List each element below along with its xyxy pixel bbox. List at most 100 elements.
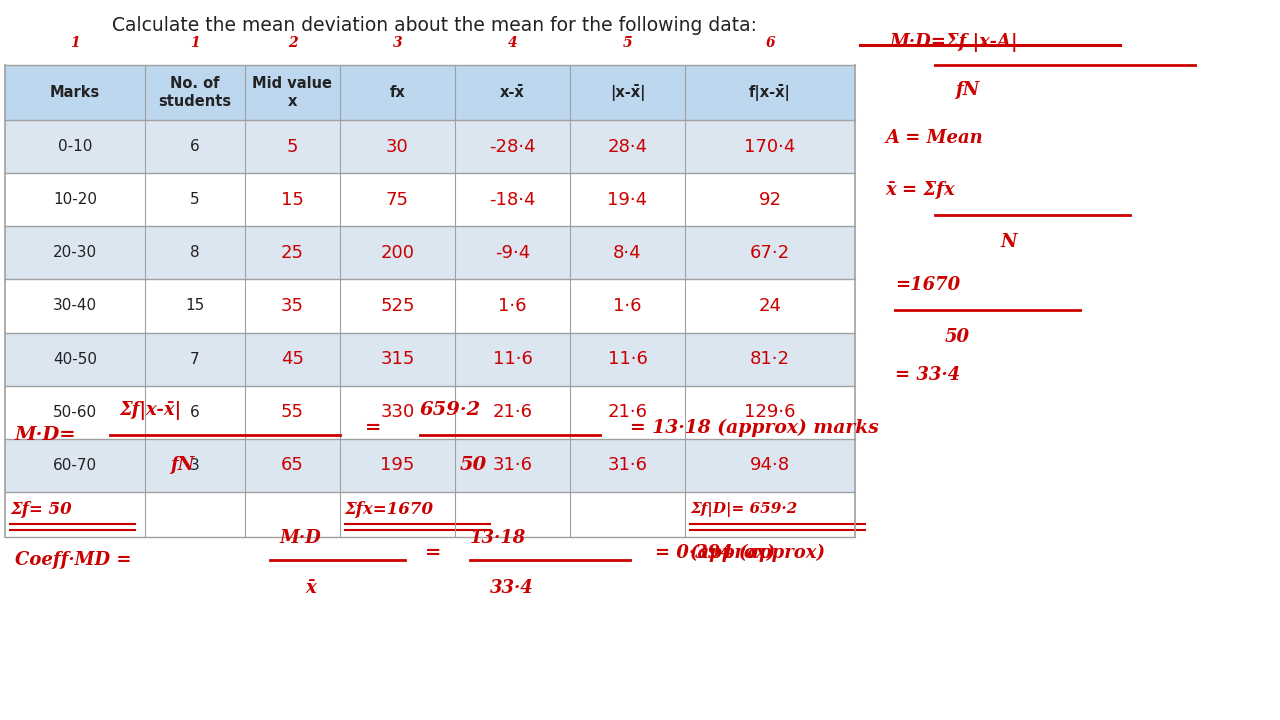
Text: Mid value
x: Mid value x xyxy=(252,76,333,109)
FancyBboxPatch shape xyxy=(685,438,855,492)
FancyBboxPatch shape xyxy=(340,120,454,173)
Text: A = Mean: A = Mean xyxy=(884,129,983,147)
Text: 129·6: 129·6 xyxy=(744,403,796,421)
FancyBboxPatch shape xyxy=(570,279,685,333)
FancyBboxPatch shape xyxy=(685,65,855,120)
FancyBboxPatch shape xyxy=(5,279,145,333)
Text: 15: 15 xyxy=(186,298,205,313)
FancyBboxPatch shape xyxy=(454,173,570,226)
Text: =1670: =1670 xyxy=(895,276,960,294)
FancyBboxPatch shape xyxy=(340,173,454,226)
Text: 3: 3 xyxy=(191,458,200,473)
FancyBboxPatch shape xyxy=(685,492,855,537)
FancyBboxPatch shape xyxy=(145,120,244,173)
Text: 200: 200 xyxy=(380,244,415,262)
Text: 2: 2 xyxy=(288,36,297,50)
Text: 92: 92 xyxy=(759,191,782,209)
Text: 65: 65 xyxy=(282,456,303,474)
FancyBboxPatch shape xyxy=(685,173,855,226)
Text: 15: 15 xyxy=(282,191,303,209)
Text: 4: 4 xyxy=(508,36,517,50)
Text: |x-x̄|: |x-x̄| xyxy=(609,84,645,101)
Text: 6: 6 xyxy=(765,36,774,50)
FancyBboxPatch shape xyxy=(244,279,340,333)
FancyBboxPatch shape xyxy=(5,120,145,173)
Text: -18·4: -18·4 xyxy=(489,191,536,209)
FancyBboxPatch shape xyxy=(685,226,855,279)
Text: 81·2: 81·2 xyxy=(750,350,790,368)
Text: 5: 5 xyxy=(622,36,632,50)
FancyBboxPatch shape xyxy=(340,438,454,492)
FancyBboxPatch shape xyxy=(244,492,340,537)
FancyBboxPatch shape xyxy=(454,226,570,279)
FancyBboxPatch shape xyxy=(570,438,685,492)
FancyBboxPatch shape xyxy=(340,279,454,333)
FancyBboxPatch shape xyxy=(340,492,454,537)
FancyBboxPatch shape xyxy=(5,492,145,537)
Text: 30: 30 xyxy=(387,138,408,156)
FancyBboxPatch shape xyxy=(5,333,145,386)
FancyBboxPatch shape xyxy=(244,173,340,226)
Text: 8·4: 8·4 xyxy=(613,244,641,262)
FancyBboxPatch shape xyxy=(570,386,685,438)
Text: 31·6: 31·6 xyxy=(493,456,532,474)
Text: Σf= 50: Σf= 50 xyxy=(10,501,72,518)
Text: 8: 8 xyxy=(191,246,200,261)
FancyBboxPatch shape xyxy=(454,120,570,173)
Text: 94·8: 94·8 xyxy=(750,456,790,474)
Text: f|x-x̄|: f|x-x̄| xyxy=(749,84,791,101)
Text: fN: fN xyxy=(170,456,195,474)
Text: 1·6: 1·6 xyxy=(613,297,641,315)
Text: 50: 50 xyxy=(460,456,488,474)
Text: 6: 6 xyxy=(191,139,200,154)
Text: 33·4: 33·4 xyxy=(490,579,534,597)
Text: = 0·394 (approx): = 0·394 (approx) xyxy=(655,544,826,562)
FancyBboxPatch shape xyxy=(570,120,685,173)
Text: 1·6: 1·6 xyxy=(498,297,527,315)
Text: 67·2: 67·2 xyxy=(750,244,790,262)
FancyBboxPatch shape xyxy=(244,333,340,386)
Text: 30-40: 30-40 xyxy=(52,298,97,313)
FancyBboxPatch shape xyxy=(5,438,145,492)
FancyBboxPatch shape xyxy=(454,492,570,537)
Text: 195: 195 xyxy=(380,456,415,474)
FancyBboxPatch shape xyxy=(454,386,570,438)
Text: fN: fN xyxy=(955,81,979,99)
Text: 6: 6 xyxy=(191,405,200,420)
Text: = 13·18 (approx) marks: = 13·18 (approx) marks xyxy=(630,419,879,437)
FancyBboxPatch shape xyxy=(244,226,340,279)
Text: 25: 25 xyxy=(282,244,305,262)
Text: 5: 5 xyxy=(287,138,298,156)
Text: N: N xyxy=(1000,233,1016,251)
FancyBboxPatch shape xyxy=(145,279,244,333)
Text: -9·4: -9·4 xyxy=(495,244,530,262)
FancyBboxPatch shape xyxy=(685,120,855,173)
Text: 330: 330 xyxy=(380,403,415,421)
FancyBboxPatch shape xyxy=(685,279,855,333)
FancyBboxPatch shape xyxy=(570,333,685,386)
Text: 11·6: 11·6 xyxy=(608,350,648,368)
FancyBboxPatch shape xyxy=(340,226,454,279)
Text: 1: 1 xyxy=(70,36,79,50)
Text: -28·4: -28·4 xyxy=(489,138,536,156)
Text: No. of
students: No. of students xyxy=(159,76,232,109)
FancyBboxPatch shape xyxy=(685,386,855,438)
FancyBboxPatch shape xyxy=(570,173,685,226)
Text: 170·4: 170·4 xyxy=(744,138,796,156)
FancyBboxPatch shape xyxy=(5,386,145,438)
Text: Σf|x-x̄|: Σf|x-x̄| xyxy=(120,400,182,420)
Text: 55: 55 xyxy=(282,403,305,421)
Text: x̄: x̄ xyxy=(305,579,316,597)
Text: Σf|D|= 659·2: Σf|D|= 659·2 xyxy=(690,502,797,517)
Text: 45: 45 xyxy=(282,350,305,368)
FancyBboxPatch shape xyxy=(244,386,340,438)
Text: 10-20: 10-20 xyxy=(52,192,97,207)
Text: 28·4: 28·4 xyxy=(608,138,648,156)
FancyBboxPatch shape xyxy=(340,333,454,386)
Text: = 33·4: = 33·4 xyxy=(895,366,960,384)
FancyBboxPatch shape xyxy=(5,226,145,279)
Text: 21·6: 21·6 xyxy=(608,403,648,421)
Text: 19·4: 19·4 xyxy=(608,191,648,209)
Text: x̄ = Σfx: x̄ = Σfx xyxy=(884,181,955,199)
Text: 35: 35 xyxy=(282,297,305,315)
